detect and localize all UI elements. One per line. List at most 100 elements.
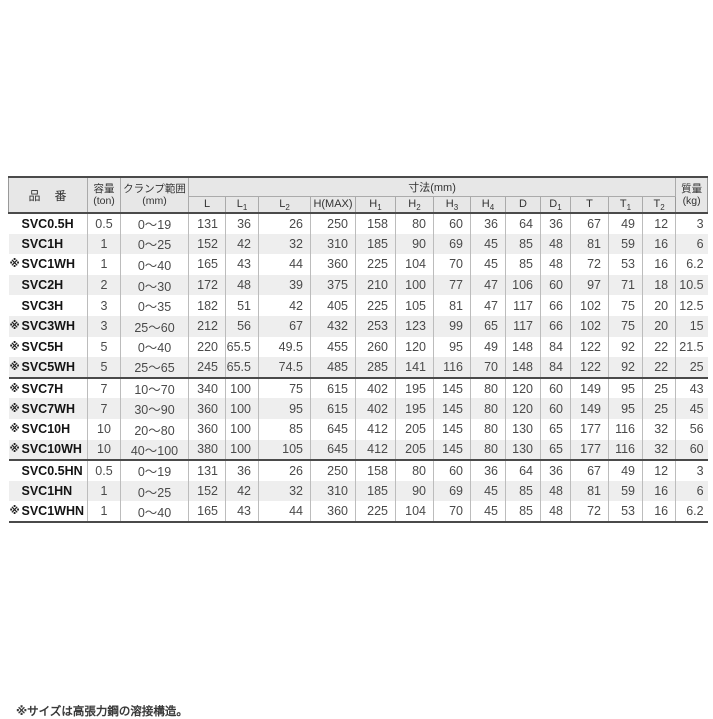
note-mark: ※ bbox=[9, 423, 20, 436]
dimension-cell: 42 bbox=[258, 295, 311, 316]
dimension-cell: 100 bbox=[225, 439, 259, 462]
dimension-cell: 145 bbox=[433, 377, 471, 399]
dimension-cell: 120 bbox=[505, 398, 541, 419]
dimension-cell: 205 bbox=[395, 439, 434, 462]
dimension-cell: 90 bbox=[395, 480, 434, 502]
dimension-cell: 80 bbox=[470, 398, 506, 419]
dimension-cell: 43 bbox=[225, 501, 259, 522]
dimension-cell: 116 bbox=[608, 439, 643, 462]
product-cell: SVC1HN bbox=[8, 480, 88, 502]
dim-col-header: L1 bbox=[225, 196, 259, 213]
dimension-cell: 70 bbox=[433, 501, 471, 522]
table-header: 品 番 容量 (ton) クランプ範囲 (mm) 寸法(mm) 質量 (kg) … bbox=[8, 177, 709, 213]
capacity-cell: 1 bbox=[87, 254, 121, 275]
dimension-cell: 81 bbox=[570, 233, 609, 255]
dimension-cell: 48 bbox=[540, 233, 571, 255]
capacity-header-line2: (ton) bbox=[93, 195, 115, 207]
clamp-range-cell: 0〜19 bbox=[120, 213, 189, 234]
dim-col-header: H4 bbox=[470, 196, 506, 213]
dimension-cell: 375 bbox=[310, 274, 356, 296]
dimension-cell: 80 bbox=[470, 439, 506, 462]
dimension-cell: 65.5 bbox=[225, 336, 259, 358]
note-mark: ※ bbox=[9, 505, 20, 518]
dimension-cell: 59 bbox=[608, 233, 643, 255]
dimension-cell: 141 bbox=[395, 357, 434, 379]
dimension-cell: 16 bbox=[642, 233, 677, 255]
dimension-cell: 53 bbox=[608, 501, 643, 522]
product-cell: ※ SVC1WH bbox=[8, 254, 88, 275]
capacity-cell: 0.5 bbox=[87, 213, 121, 234]
dimension-cell: 51 bbox=[225, 295, 259, 316]
footnote: ※サイズは高張力鋼の溶接構造。 bbox=[16, 706, 188, 718]
dimension-cell: 102 bbox=[570, 295, 609, 316]
dimension-cell: 42 bbox=[225, 233, 259, 255]
dimension-cell: 95 bbox=[433, 336, 471, 358]
dimension-cell: 158 bbox=[355, 213, 396, 234]
dimension-cell: 360 bbox=[188, 398, 226, 419]
dimension-cell: 120 bbox=[395, 336, 434, 358]
dimension-cell: 97 bbox=[570, 274, 609, 296]
dimension-cell: 220 bbox=[188, 336, 226, 358]
dim-col-header: T1 bbox=[608, 196, 643, 213]
dimension-cell: 67 bbox=[570, 213, 609, 234]
dimension-cell: 39 bbox=[258, 274, 311, 296]
dimension-cell: 32 bbox=[258, 480, 311, 502]
dimension-cell: 60 bbox=[433, 460, 471, 481]
dimension-cell: 64 bbox=[505, 460, 541, 481]
dimension-cell: 250 bbox=[310, 460, 356, 481]
table-row: SVC0.5HN 0.5 0〜19 131 36 26 250 158 80 60 36 64 36 67… bbox=[8, 460, 708, 481]
dimension-cell: 225 bbox=[355, 295, 396, 316]
dimension-cell: 74.5 bbox=[258, 357, 311, 379]
clamp-range-cell: 25〜60 bbox=[120, 315, 189, 337]
product-name: SVC5WH bbox=[21, 359, 75, 374]
dimension-cell: 18 bbox=[642, 274, 677, 296]
spec-table: 品 番 容量 (ton) クランプ範囲 (mm) 寸法(mm) 質量 (kg) … bbox=[8, 176, 709, 523]
capacity-cell: 1 bbox=[87, 501, 121, 522]
dimension-cell: 95 bbox=[258, 398, 311, 419]
dimension-cell: 72 bbox=[570, 254, 609, 275]
capacity-cell: 5 bbox=[87, 336, 121, 358]
mass-cell: 12.5 bbox=[679, 298, 704, 313]
dim-col-header: H(MAX) bbox=[310, 196, 356, 213]
note-mark: ※ bbox=[9, 443, 20, 456]
dim-col-header: L2 bbox=[258, 196, 311, 213]
dimension-cell: 185 bbox=[355, 233, 396, 255]
dimension-cell: 16 bbox=[642, 254, 677, 275]
capacity-cell: 0.5 bbox=[87, 460, 121, 481]
dimension-cell: 177 bbox=[570, 439, 609, 462]
dimension-cell: 36 bbox=[470, 213, 506, 234]
dimension-cell: 165 bbox=[188, 254, 226, 275]
dimension-cell: 182 bbox=[188, 295, 226, 316]
dim-col-header: L bbox=[188, 196, 226, 213]
dimension-cell: 59 bbox=[608, 480, 643, 502]
product-cell: ※ SVC7H bbox=[8, 377, 88, 399]
dimension-cell: 60 bbox=[540, 398, 571, 419]
dimension-cell: 49.5 bbox=[258, 336, 311, 358]
dimension-cell: 45 bbox=[470, 501, 506, 522]
dimension-cell: 12 bbox=[642, 460, 677, 481]
mass-cell: 45 bbox=[689, 401, 704, 416]
mass-header-line1: 質量 bbox=[681, 182, 703, 195]
product-name: SVC10WH bbox=[21, 442, 82, 457]
dimension-cell: 131 bbox=[188, 213, 226, 234]
dimension-cell: 16 bbox=[642, 480, 677, 502]
dimension-cell: 65 bbox=[540, 418, 571, 440]
capacity-header: 容量 (ton) bbox=[87, 177, 121, 213]
dimension-cell: 20 bbox=[642, 295, 677, 316]
dim-col-header: D1 bbox=[540, 196, 571, 213]
dimension-cell: 645 bbox=[310, 439, 356, 462]
clamp-range-header-line1: クランプ範囲 bbox=[123, 182, 186, 195]
dimension-cell: 260 bbox=[355, 336, 396, 358]
table-row: SVC0.5H 0.5 0〜19 131 36 26 250 158 80 60 36 64 36 67 4… bbox=[8, 213, 708, 234]
dim-col-header: D bbox=[505, 196, 541, 213]
dimension-cell: 195 bbox=[395, 398, 434, 419]
dimension-cell: 49 bbox=[608, 213, 643, 234]
dimension-cell: 148 bbox=[505, 357, 541, 379]
dimension-cell: 195 bbox=[395, 377, 434, 399]
dimension-cell: 152 bbox=[188, 480, 226, 502]
clamp-range-cell: 0〜35 bbox=[120, 295, 189, 316]
mass-cell: 25 bbox=[675, 357, 708, 379]
product-cell: ※ SVC3WH bbox=[8, 315, 88, 337]
mass-cell: 3 bbox=[696, 463, 704, 478]
dimension-cell: 36 bbox=[470, 460, 506, 481]
